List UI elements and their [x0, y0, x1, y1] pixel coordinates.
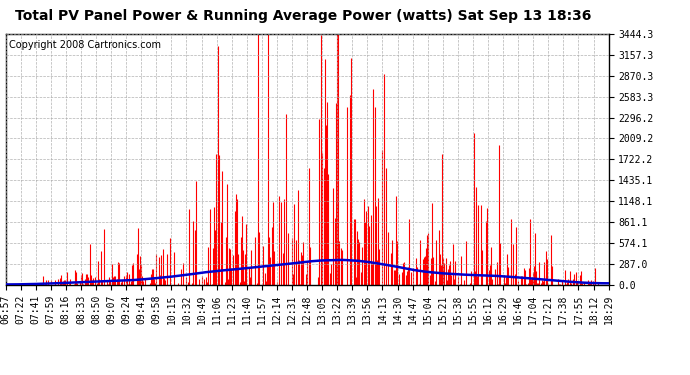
Text: Total PV Panel Power & Running Average Power (watts) Sat Sep 13 18:36: Total PV Panel Power & Running Average P…	[15, 9, 592, 23]
Text: Copyright 2008 Cartronics.com: Copyright 2008 Cartronics.com	[8, 40, 161, 50]
